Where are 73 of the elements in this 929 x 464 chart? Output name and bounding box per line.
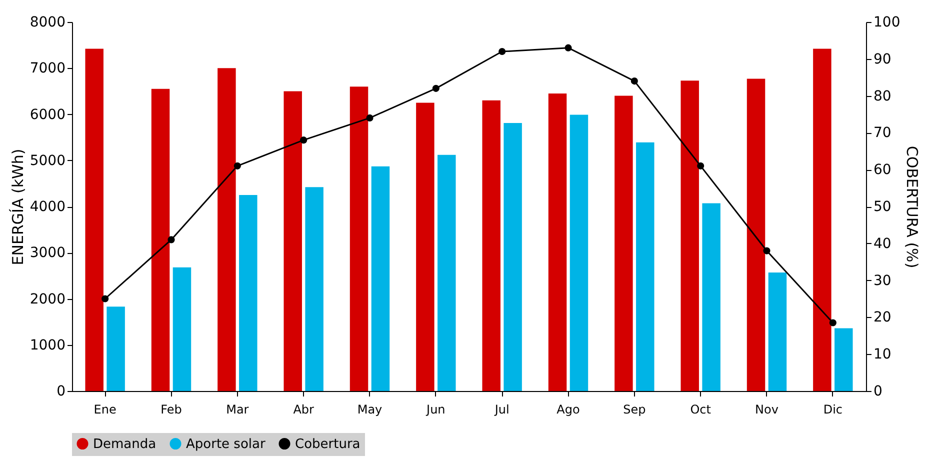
bar [482,100,500,391]
bar [813,48,832,391]
y2-tick-label: 80 [874,88,892,104]
bar [106,306,125,391]
y2-tick-label: 100 [874,14,900,30]
x-tick-label: Abr [293,402,314,416]
bar [768,272,787,391]
y2-tick-label: 40 [874,236,892,252]
y2-tick-label: 60 [874,162,892,178]
y-tick-label: 1000 [30,337,66,354]
y-tick-label: 6000 [30,106,66,123]
x-tick-label: Ago [556,402,580,416]
y2-tick-label: 90 [874,51,892,68]
y2-tick-label: 0 [874,384,882,400]
x-tick-label: Feb [160,402,182,416]
y-tick-label: 3000 [30,245,66,262]
bar [85,48,104,391]
bar [834,328,853,391]
bar [614,96,633,391]
bar [746,78,766,391]
bar [350,86,368,391]
y2-axis-title: COBERTURA (%) [903,146,922,268]
bar [438,154,456,391]
point [234,162,241,170]
point [763,247,770,254]
point [168,236,175,244]
y2-tick-label: 50 [874,199,892,215]
x-tick-label: Jun [426,402,446,416]
bar [284,91,302,391]
point [697,162,704,170]
x-tick-label: Sep [623,402,646,416]
bar [371,166,390,391]
bar [218,68,236,391]
x-tick-label: Jul [494,402,510,416]
y2-tick-label: 30 [874,272,892,289]
bar [548,93,567,391]
point [432,84,440,92]
bar [239,194,258,391]
point [564,44,572,52]
x-tick-label: Mar [226,402,249,416]
legend-label: Demanda [93,436,156,452]
point [102,295,109,302]
x-tick-label: Dic [823,402,843,416]
bar [416,102,434,391]
bar [172,267,192,391]
bar [151,88,170,391]
x-tick-label: May [357,402,382,416]
y2-tick-label: 70 [874,125,892,142]
bar [680,80,699,391]
y-tick-label: 0 [56,384,66,400]
point [630,78,638,85]
legend-label: Cobertura [295,436,360,452]
y-tick-label: 2000 [30,291,66,308]
legend-label: Aporte solar [186,436,266,452]
point [498,48,506,56]
y2-tick-label: 10 [874,346,892,363]
bar [702,203,720,391]
y-tick-label: 5000 [30,152,66,169]
bar [305,187,324,391]
y-tick-label: 4000 [30,199,66,215]
y2-tick-label: 20 [874,310,892,326]
y-axis-title: ENERGÍA (kWh) [8,148,27,266]
x-tick-label: Nov [755,402,778,416]
point [366,114,374,122]
x-tick-label: Ene [94,402,116,416]
y-tick-label: 8000 [30,14,66,30]
bar [636,142,654,391]
bar [570,114,588,391]
bar [504,123,522,391]
x-tick-label: Oct [690,402,712,416]
y-tick-label: 7000 [30,60,66,77]
point [300,136,308,144]
point [829,319,836,326]
